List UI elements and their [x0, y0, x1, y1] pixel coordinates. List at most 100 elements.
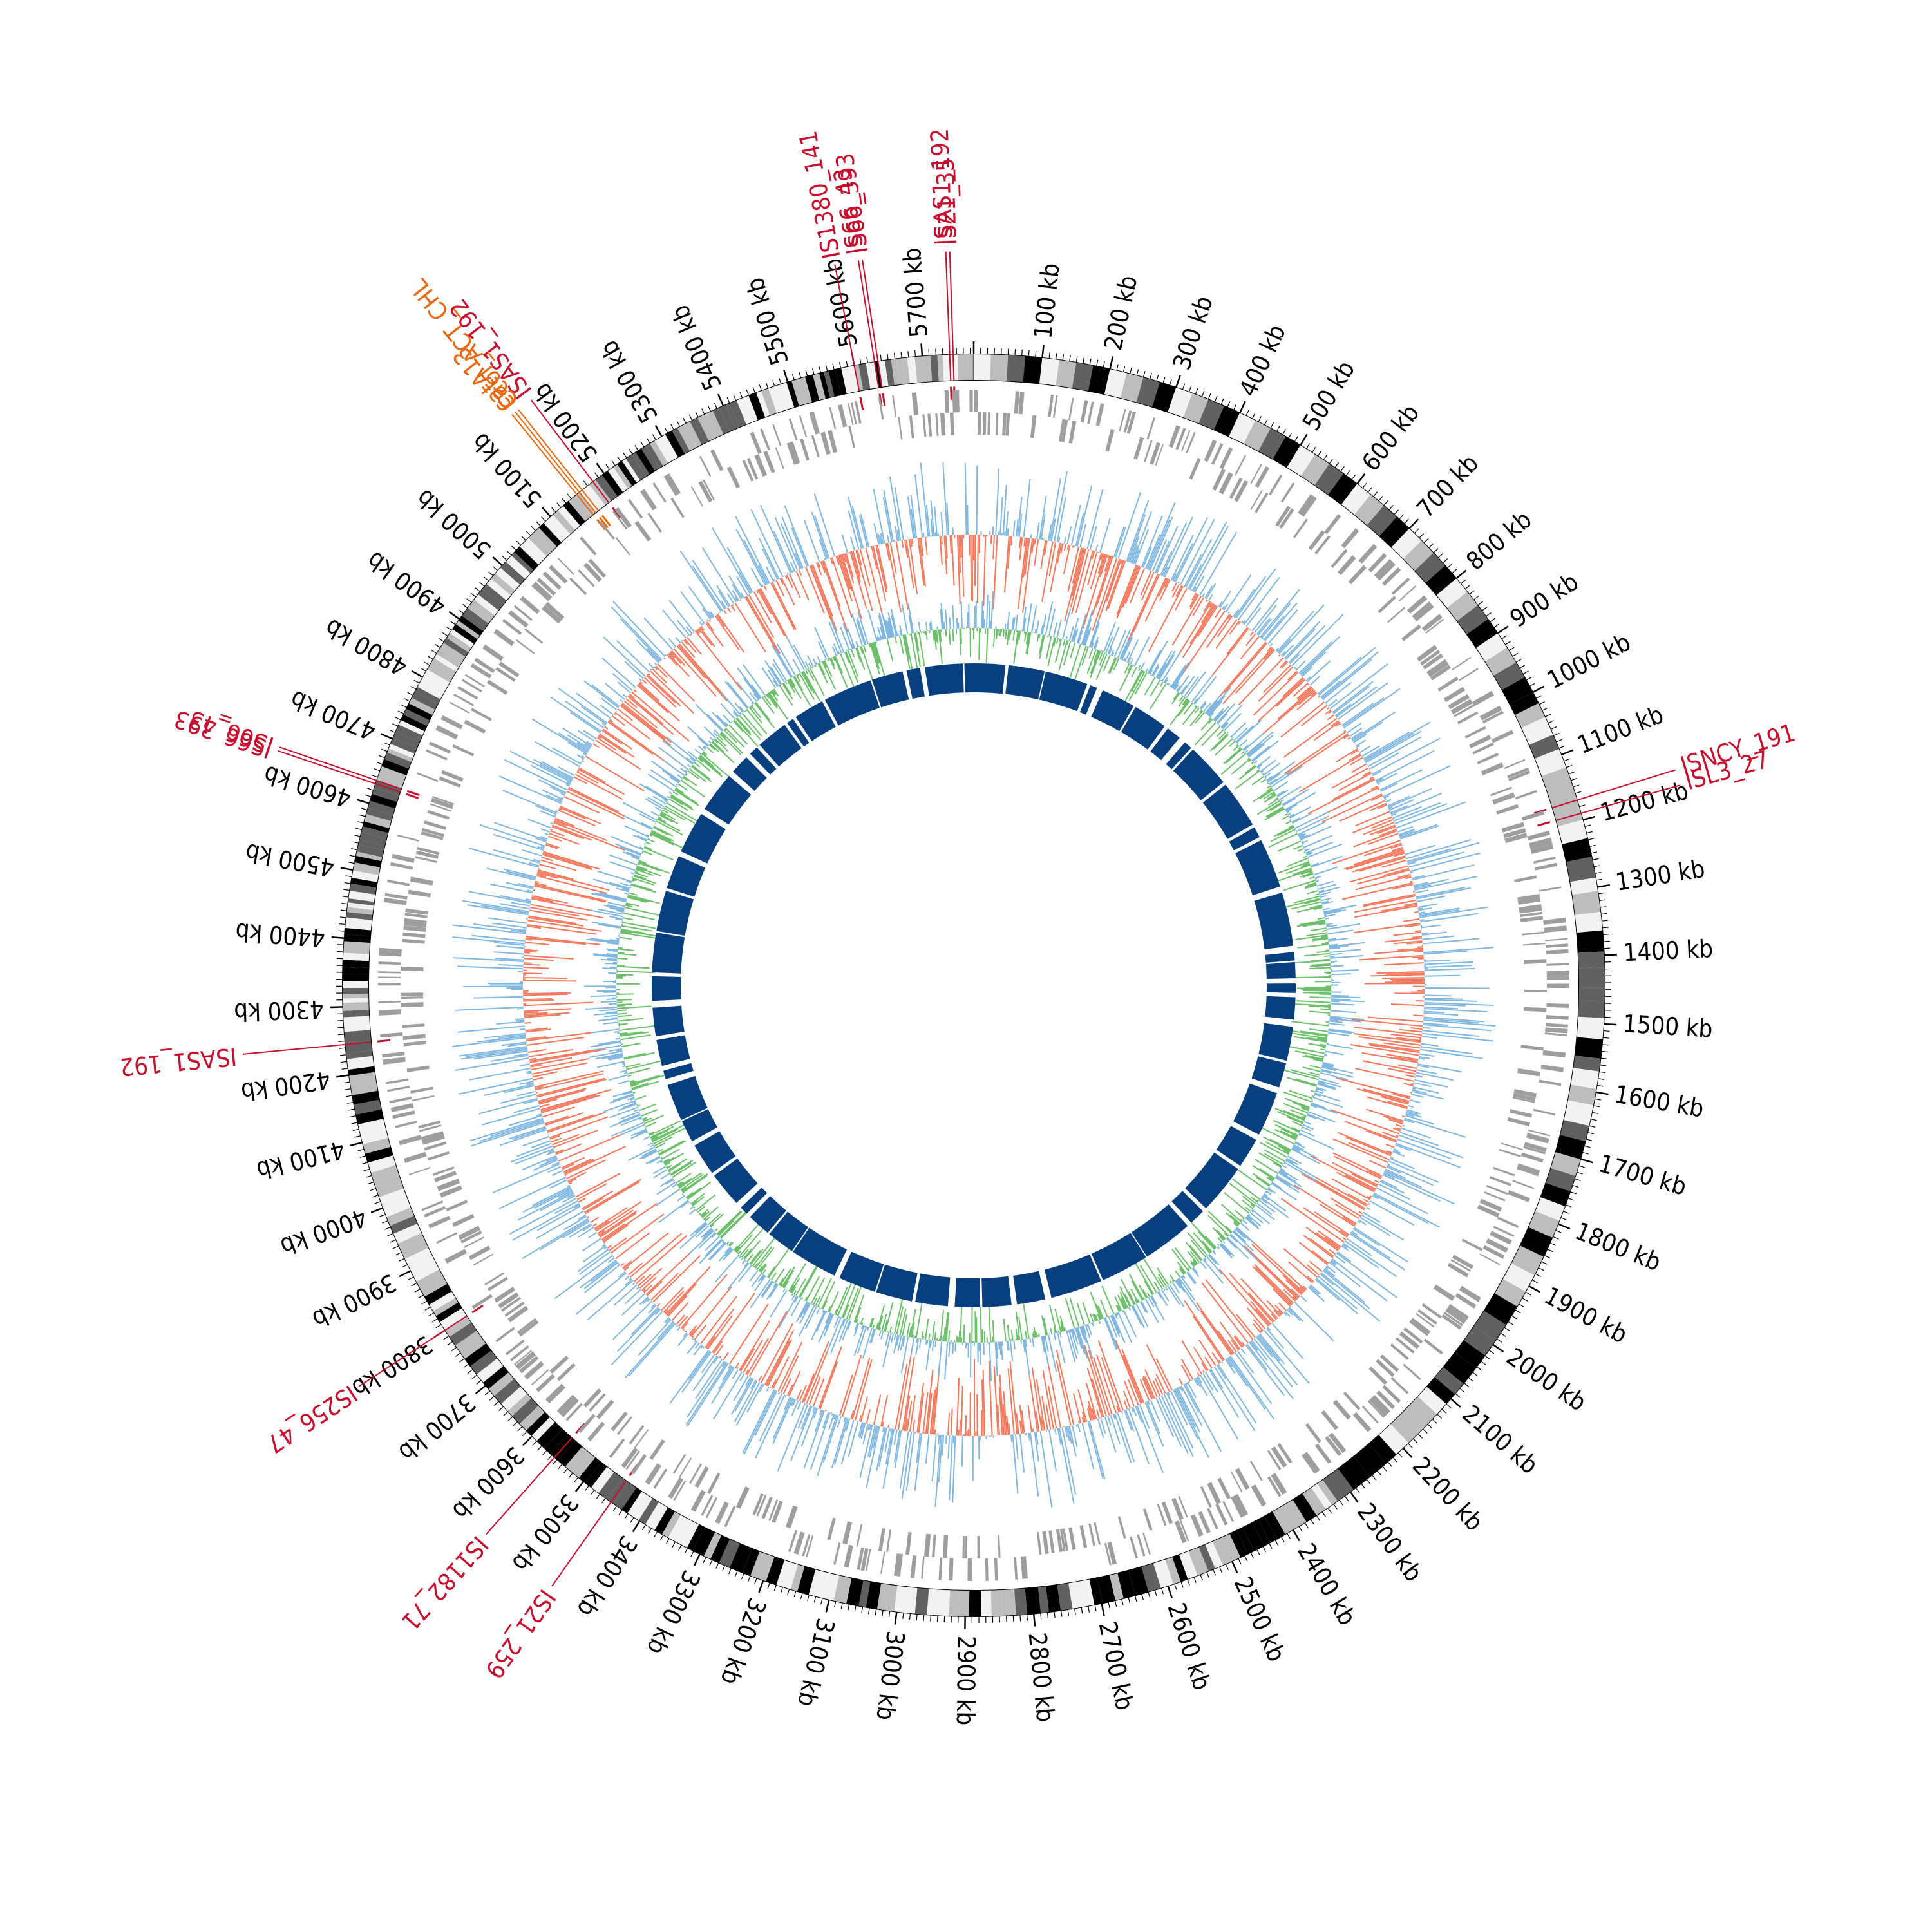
ideogram-band: [354, 855, 382, 867]
gc-skew-bar: [607, 1055, 624, 1060]
gc-content-bar: [1339, 800, 1386, 822]
gc-skew-bar: [1108, 1316, 1118, 1338]
gc-skew-bar: [855, 1319, 858, 1323]
gene-block: [1341, 528, 1359, 549]
scale-tick: [339, 923, 346, 925]
gc-content-bar: [1048, 542, 1057, 576]
scale-tick: [1595, 1091, 1609, 1095]
gc-skew-bar: [1260, 1142, 1288, 1158]
gc-skew-bar: [1004, 623, 1007, 630]
feature-mark: [406, 790, 420, 797]
gc-skew-bar: [1314, 1093, 1321, 1097]
scale-tick: [646, 437, 650, 444]
gc-skew-bar: [750, 1278, 771, 1309]
gc-content-bar: [661, 1287, 684, 1311]
gc-content-bar: [1350, 757, 1363, 766]
gc-skew-bar: [842, 1318, 846, 1326]
scale-tick: [1433, 548, 1439, 553]
gc-content-bar: [784, 1396, 791, 1410]
scale-tick: [338, 1040, 345, 1042]
gene-block: [1546, 1003, 1569, 1009]
gene-block: [1371, 1395, 1390, 1415]
gc-content-bar: [1222, 647, 1273, 705]
gc-content-bar: [1347, 723, 1362, 734]
gc-skew-bar: [1266, 787, 1273, 792]
gc-content-bar: [1266, 1300, 1282, 1316]
gene-block: [1545, 938, 1568, 942]
scale-tick: [431, 650, 437, 654]
gc-content-bar: [582, 1197, 604, 1211]
ideogram-band: [511, 552, 534, 573]
gc-skew-bar: [1229, 1233, 1258, 1261]
gc-content-bar: [1370, 974, 1425, 977]
gc-content-bar: [566, 1159, 607, 1180]
gene-block: [1314, 535, 1331, 554]
gc-content-bar: [1159, 579, 1171, 601]
gene-block: [1186, 431, 1196, 454]
ideogram-band: [1236, 1528, 1255, 1554]
gc-content-bar: [1215, 608, 1222, 618]
gc-skew-bar: [1179, 1268, 1185, 1275]
gene-block: [1387, 607, 1406, 623]
ideogram-band: [452, 624, 477, 644]
gc-skew-bar: [604, 1014, 618, 1018]
gc-content-bar: [531, 896, 553, 902]
gc-content-bar: [871, 545, 878, 570]
scale-tick: [773, 1584, 777, 1591]
gc-content-bar: [639, 1296, 649, 1305]
gc-skew-bar: [753, 1262, 759, 1268]
gc-content-bar: [848, 496, 862, 549]
gc-content-bar: [578, 1214, 587, 1220]
ideogram-band: [358, 1119, 386, 1135]
gene-block: [1499, 1148, 1521, 1158]
gc-content-bar: [1218, 1269, 1269, 1327]
gc-skew-bar: [1238, 1169, 1267, 1191]
gene-block: [1271, 1473, 1287, 1495]
gc-skew-bar: [1308, 1043, 1326, 1048]
gc-content-bar: [1193, 1316, 1224, 1361]
scale-tick: [1276, 426, 1280, 432]
gc-skew-bar: [685, 1191, 694, 1198]
gc-skew-bar: [661, 1148, 680, 1160]
gc-content-bar: [1057, 1428, 1062, 1446]
gc-skew-bar: [1306, 932, 1328, 937]
gc-content-bar: [1418, 1056, 1430, 1059]
gc-content-bar: [700, 1345, 704, 1349]
ideogram-band: [1564, 1100, 1594, 1126]
gc-content-bar: [1018, 513, 1023, 537]
gc-content-bar: [1404, 902, 1417, 906]
gc-content-bar: [1171, 583, 1180, 598]
gc-content-bar: [603, 1224, 629, 1243]
scale-tick: [370, 1188, 377, 1191]
gc-skew-bar: [620, 1070, 627, 1073]
gc-content-bar: [631, 691, 690, 742]
gene-block: [742, 460, 754, 482]
scale-tick: [1582, 815, 1596, 821]
gc-skew-bar: [762, 1269, 766, 1274]
gc-content-bar: [1358, 1036, 1421, 1046]
gc-skew-bar: [1194, 676, 1217, 705]
gc-content-bar: [1408, 851, 1464, 868]
gc-content-bar: [657, 1321, 674, 1340]
gc-skew-bar: [620, 1111, 640, 1120]
gene-block: [1376, 561, 1396, 581]
gc-content-bar: [1398, 1134, 1464, 1159]
gene-block: [1469, 735, 1492, 749]
ideogram-band: [352, 1090, 379, 1105]
gc-content-bar: [1296, 685, 1312, 699]
gc-content-bar: [1332, 1162, 1378, 1186]
gc-skew-bar: [1264, 777, 1267, 779]
gc-skew-bar: [1229, 741, 1236, 748]
gc-skew-bar: [621, 1116, 642, 1126]
gc-content-bar: [1278, 604, 1325, 654]
scale-tick: [1455, 1393, 1461, 1398]
gc-content-bar: [839, 554, 853, 592]
gc-content-bar: [1399, 1132, 1439, 1146]
gc-skew-bar: [1294, 895, 1320, 904]
ideogram-band: [468, 604, 491, 624]
gc-content-bar: [746, 1383, 763, 1413]
gc-content-bar: [587, 1280, 634, 1321]
gc-skew-bar: [1103, 621, 1117, 653]
gc-content-bar: [676, 1314, 685, 1325]
gc-content-bar: [555, 1143, 582, 1155]
